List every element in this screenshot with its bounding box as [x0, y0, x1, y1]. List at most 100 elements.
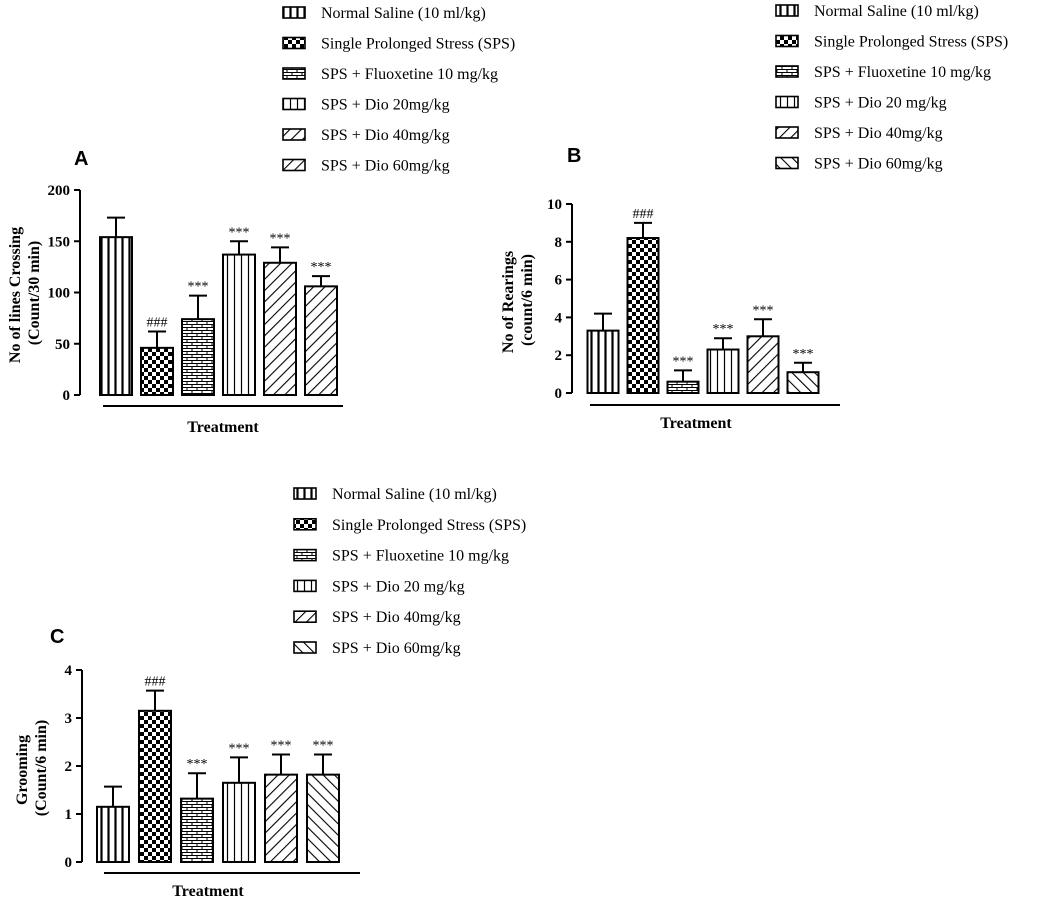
bar-a-2: [140, 346, 174, 397]
x-axis-title-c: Treatment: [172, 883, 244, 899]
legend-label: SPS + Dio 20mg/kg: [321, 97, 450, 114]
y-tick-label: 6: [555, 273, 563, 289]
bar-a-4: [222, 253, 256, 396]
plot-area-a: ### *** *** *** ***: [99, 216, 343, 407]
panel-b: Normal Saline (10 ml/kg) Single Prolonged…: [500, 3, 1008, 432]
x-axis-title-a: Treatment: [187, 419, 259, 436]
bar-c-4: [222, 781, 256, 863]
legend-swatch: [282, 67, 306, 80]
y-tick-label: 200: [48, 183, 71, 199]
y-tick-label: 4: [555, 310, 563, 326]
y-axis-a: No of lines Crossing (Count/30 min) 0 50 1…: [7, 183, 81, 404]
legend-label: SPS + Dio 60mg/kg: [332, 640, 461, 657]
significance-label: ***: [311, 260, 332, 275]
x-axis-title-b: Treatment: [660, 415, 732, 432]
bar-a-1: [99, 236, 133, 396]
significance-label: ***: [713, 322, 734, 337]
legend-swatch: [282, 6, 306, 19]
y-tick-label: 10: [547, 197, 562, 213]
bar-b-5: [746, 335, 780, 394]
y-tick-label: 4: [65, 663, 73, 679]
legend-label: Normal Saline (10 ml/kg): [321, 5, 486, 22]
y-axis-c: Grooming (Count/6 min) 0 1 2 3 4: [14, 663, 83, 871]
legend-swatch: [775, 65, 799, 78]
bar-b-3: [666, 380, 700, 395]
legend-swatch: [775, 126, 799, 139]
bar-c-3: [180, 797, 214, 864]
y-axis-b: No of Rearings (count/6 min) 0 2 4 6 8 10: [500, 197, 573, 402]
bar-a-6: [304, 285, 338, 397]
legend-label: Normal Saline (10 ml/kg): [332, 486, 497, 503]
legend-swatch: [293, 610, 317, 624]
y-tick-label: 0: [65, 855, 73, 871]
plot-area-b: ### *** *** *** ***: [586, 207, 840, 406]
legend-c: Normal Saline (10 ml/kg) Single Prolonged…: [293, 486, 526, 657]
legend-label: SPS + Dio 20 mg/kg: [814, 95, 947, 112]
bar-b-1: [586, 329, 620, 395]
y-tick-label: 2: [65, 759, 73, 775]
bar-a-5: [263, 261, 297, 396]
panel-c: Normal Saline (10 ml/kg) Single Prolonged…: [14, 486, 526, 899]
bar-b-6: [786, 371, 820, 394]
panel-a: Normal Saline (10 ml/kg) Single Prolonged…: [7, 5, 515, 436]
bar-c-1: [96, 805, 130, 863]
y-tick-label: 150: [48, 234, 71, 250]
y-tick-label: 100: [48, 286, 71, 302]
significance-label: ###: [145, 675, 166, 690]
significance-label: ###: [147, 315, 168, 330]
legend-swatch: [293, 517, 317, 531]
legend-swatch: [775, 4, 799, 17]
legend-swatch: [775, 156, 799, 170]
bar-c-2: [138, 709, 172, 863]
significance-label: ***: [271, 738, 292, 753]
y-axis-title-b: No of Rearings (count/6 min): [500, 247, 536, 353]
bar-a-3: [181, 318, 215, 396]
significance-label: ###: [633, 207, 654, 222]
significance-label: ***: [793, 347, 814, 362]
legend-label: SPS + Dio 40mg/kg: [332, 609, 461, 626]
legend-b: Normal Saline (10 ml/kg) Single Prolonged…: [775, 3, 1008, 173]
legend-swatch: [775, 34, 799, 48]
legend-label: Single Prolonged Stress (SPS): [321, 36, 515, 53]
legend-label: SPS + Dio 20 mg/kg: [332, 578, 465, 595]
plot-area-c: ### *** *** *** ***: [96, 675, 360, 874]
significance-label: ***: [313, 738, 334, 753]
legend-swatch: [293, 579, 317, 593]
bar-c-5: [264, 773, 298, 864]
legend-label: SPS + Fluoxetine 10 mg/kg: [332, 548, 509, 565]
panel-letter-a: A: [74, 148, 88, 170]
legend-label: Single Prolonged Stress (SPS): [814, 34, 1008, 51]
y-axis-title-a: No of lines Crossing (Count/30 min): [7, 223, 43, 363]
legend-label: SPS + Fluoxetine 10 mg/kg: [814, 64, 991, 81]
significance-label: ***: [673, 354, 694, 369]
y-axis-title-c: Grooming (Count/6 min): [14, 720, 50, 816]
bar-b-2: [626, 237, 660, 394]
panel-letter-c: C: [50, 626, 64, 648]
significance-label: ***: [188, 280, 209, 295]
legend-a: Normal Saline (10 ml/kg) Single Prolonged…: [282, 5, 515, 175]
significance-label: ***: [229, 741, 250, 756]
bar-b-4: [706, 348, 740, 394]
legend-swatch: [282, 97, 306, 111]
legend-swatch: [293, 487, 317, 500]
legend-swatch: [293, 548, 317, 562]
legend-label: Single Prolonged Stress (SPS): [332, 517, 526, 534]
legend-swatch: [282, 36, 306, 50]
y-tick-label: 0: [63, 388, 71, 404]
y-tick-label: 3: [65, 711, 73, 727]
legend-label: SPS + Dio 40mg/kg: [321, 127, 450, 144]
legend-swatch: [775, 95, 799, 109]
legend-swatch: [282, 158, 306, 172]
legend-label: Normal Saline (10 ml/kg): [814, 3, 979, 20]
y-tick-label: 8: [555, 235, 563, 251]
legend-label: SPS + Fluoxetine 10 mg/kg: [321, 66, 498, 83]
y-tick-label: 2: [555, 348, 563, 364]
y-tick-label: 1: [65, 807, 73, 823]
y-tick-label: 0: [555, 386, 563, 402]
panel-letter-b: B: [567, 145, 581, 167]
legend-swatch: [293, 641, 317, 654]
legend-label: SPS + Dio 40mg/kg: [814, 125, 943, 142]
legend-swatch: [282, 128, 306, 141]
legend-label: SPS + Dio 60mg/kg: [321, 158, 450, 175]
